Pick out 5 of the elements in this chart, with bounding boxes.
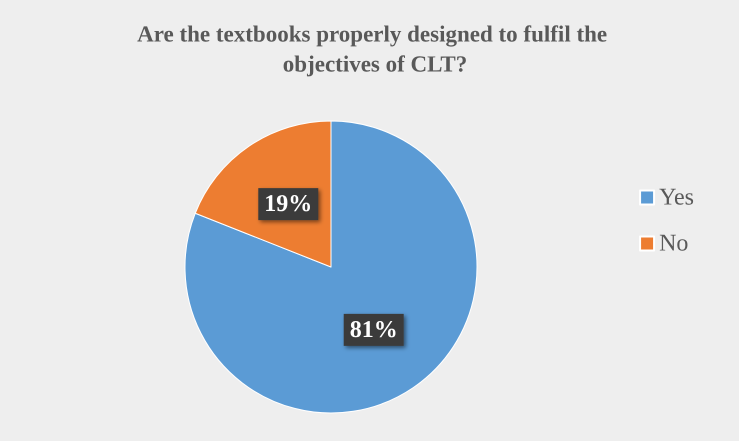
legend-label: Yes [659, 184, 694, 210]
data-label: 19% [264, 191, 312, 218]
data-label: 81% [350, 316, 398, 343]
chart-title: Are the textbooks properly designed to fulfil the objectives of CLT? [137, 22, 613, 76]
legend-label: No [659, 230, 688, 256]
